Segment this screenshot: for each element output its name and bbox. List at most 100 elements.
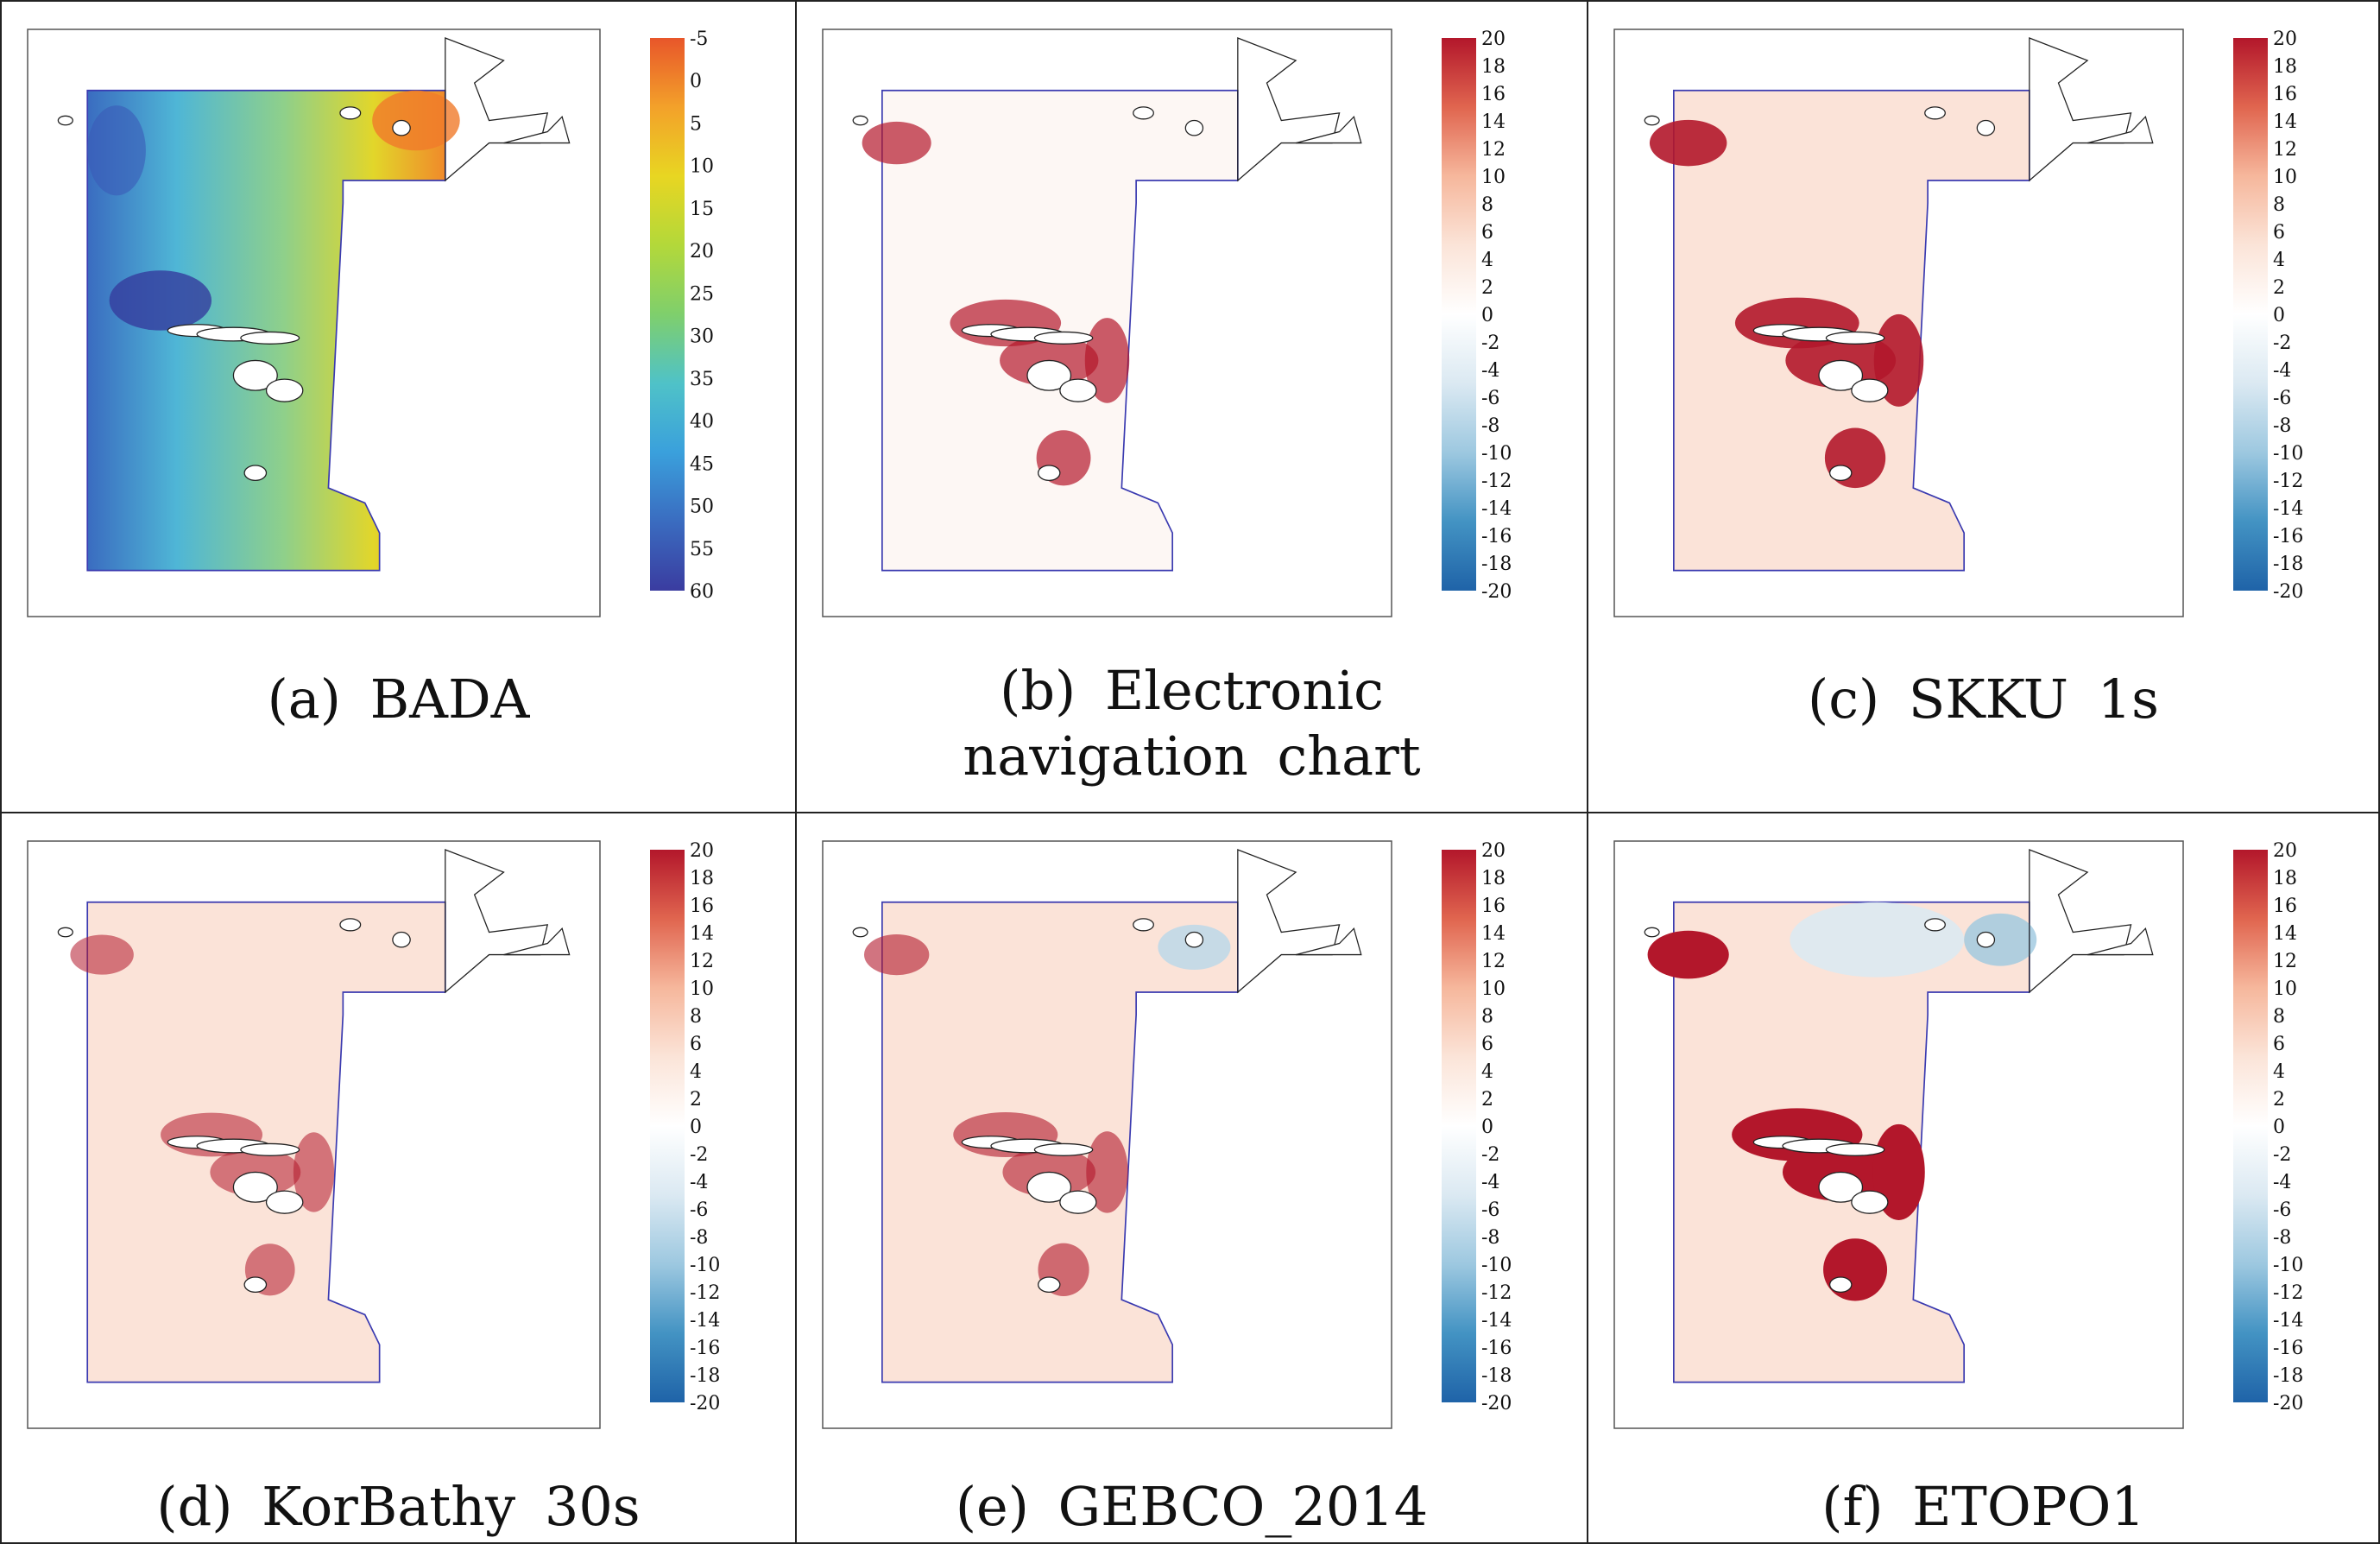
colorbar-tick: 8 xyxy=(2273,1006,2285,1028)
panel-caption: (d) KorBathy 30s xyxy=(156,1475,641,1538)
colorbar-tick: -14 xyxy=(1481,1310,1512,1332)
colorbar-tick: -20 xyxy=(1481,581,1512,603)
colorbar-tick: -12 xyxy=(690,1282,720,1304)
colorbar-tick: 10 xyxy=(2273,167,2297,188)
colorbar-tick: -8 xyxy=(690,1227,708,1249)
colorbar-tick: 12 xyxy=(2273,139,2297,161)
colorbar-tick: 0 xyxy=(1481,305,1493,326)
colorbar-tick: -2 xyxy=(1481,332,1499,354)
colorbar-tick: 8 xyxy=(1481,1006,1493,1028)
colorbar-tick: -18 xyxy=(690,1365,720,1387)
panel-a: -5 0 5 10 15 20 25 30 35 40 45 50 55 60 (a) BADA xyxy=(0,0,797,813)
colorbar-tick: 2 xyxy=(2273,277,2285,299)
colorbar-tick: 6 xyxy=(1481,1034,1493,1055)
colorbar-tick: -20 xyxy=(1481,1393,1512,1414)
colorbar-tick: 10 xyxy=(690,156,714,178)
colorbar-tick: -20 xyxy=(2273,1393,2303,1414)
coastline xyxy=(2029,37,2132,182)
colorbar-tick: -6 xyxy=(1481,388,1499,409)
colorbar-tick: 12 xyxy=(1481,139,1506,161)
colorbar-tick: -12 xyxy=(2273,471,2303,492)
colorbar-tick: 20 xyxy=(1481,840,1506,862)
panel-caption: (a) BADA xyxy=(267,668,530,731)
colorbar-tick: -8 xyxy=(1481,1227,1499,1249)
colorbar-tick: 20 xyxy=(1481,28,1506,50)
colorbar-tick: -8 xyxy=(2273,1227,2291,1249)
colorbar-tick: -2 xyxy=(1481,1144,1499,1166)
colorbar-tick: 20 xyxy=(2273,28,2297,50)
panel-caption: (e) GEBCO_2014 xyxy=(955,1475,1429,1538)
colorbar-tick: 10 xyxy=(2273,978,2297,1000)
colorbar-tick: -10 xyxy=(2273,443,2303,465)
colorbar-tick: 0 xyxy=(690,1117,702,1138)
colorbar-tick: -14 xyxy=(1481,498,1512,520)
colorbar-tick: -16 xyxy=(1481,1338,1512,1359)
colorbar-tick: 20 xyxy=(690,241,714,263)
colorbar-tick: -20 xyxy=(690,1393,720,1414)
colorbar xyxy=(2233,38,2268,591)
colorbar-tick: 6 xyxy=(2273,1034,2285,1055)
colorbar-tick: 14 xyxy=(1481,111,1506,133)
colorbar-tick: 16 xyxy=(1481,895,1506,917)
colorbar-tick: -12 xyxy=(1481,471,1512,492)
colorbar-tick: 0 xyxy=(2273,1117,2285,1138)
colorbar-tick: 10 xyxy=(1481,167,1506,188)
colorbar-tick: 18 xyxy=(690,868,714,889)
colorbar-tick: 4 xyxy=(1481,1061,1493,1083)
panel-caption: (f) ETOPO1 xyxy=(1821,1475,2145,1538)
colorbar-tick: 6 xyxy=(690,1034,702,1055)
colorbar-tick: -16 xyxy=(690,1338,720,1359)
colorbar-tick: -14 xyxy=(2273,1310,2303,1332)
colorbar-tick: -10 xyxy=(2273,1255,2303,1276)
colorbar xyxy=(1442,850,1476,1402)
colorbar-tick: -2 xyxy=(690,1144,708,1166)
colorbar xyxy=(1442,38,1476,591)
colorbar-tick: 4 xyxy=(1481,250,1493,271)
colorbar-tick: -4 xyxy=(2273,360,2291,382)
coastline xyxy=(1237,849,1341,994)
colorbar-tick: 12 xyxy=(690,951,714,972)
coastline xyxy=(1237,37,1341,182)
colorbar-tick: -8 xyxy=(1481,415,1499,437)
colorbar-tick: -2 xyxy=(2273,1144,2291,1166)
panel-e: 20 18 16 14 12 10 8 6 4 2 0 -2 -4 -6 -8 -10 -12 -14 -16 -18… xyxy=(795,812,1588,1544)
map-b: 20181614121086420-2-4-6-8-10-12-14-16-18… xyxy=(822,28,1512,617)
coastline xyxy=(445,849,549,994)
panel-caption: (b) Electronic navigation chart xyxy=(963,659,1421,788)
colorbar-tick: 14 xyxy=(2273,923,2297,945)
panel-b: 20 18 16 14 12 10 8 6 4 2 0 -2 -4 -6 -8 -10 -12 -14 -16 -18… xyxy=(795,0,1588,813)
colorbar-tick: 50 xyxy=(690,497,714,518)
colorbar-tick: -2 xyxy=(2273,332,2291,354)
colorbar-tick: -5 xyxy=(690,28,708,50)
colorbar-tick: 8 xyxy=(690,1006,702,1028)
colorbar-tick: 14 xyxy=(1481,923,1506,945)
colorbar-tick: -6 xyxy=(2273,1199,2291,1221)
colorbar-tick: -4 xyxy=(2273,1172,2291,1193)
map-d: 20181614121086420-2-4-6-8-10-12-14-16-18… xyxy=(27,840,720,1429)
panel-d: 20 18 16 14 12 10 8 6 4 2 0 -2 -4 -6 -8 -10 -12 -14 -16 -18… xyxy=(0,812,797,1544)
colorbar-tick: 2 xyxy=(2273,1089,2285,1111)
colorbar-tick: 10 xyxy=(1481,978,1506,1000)
colorbar-tick: 18 xyxy=(2273,56,2297,78)
colorbar-tick: 2 xyxy=(1481,1089,1493,1111)
colorbar-tick: -18 xyxy=(1481,1365,1512,1387)
colorbar-tick: -12 xyxy=(2273,1282,2303,1304)
colorbar-tick: 12 xyxy=(1481,951,1506,972)
colorbar-tick: -10 xyxy=(1481,443,1512,465)
colorbar-tick: 45 xyxy=(690,453,714,475)
colorbar-tick: 55 xyxy=(690,539,714,560)
colorbar-tick: 0 xyxy=(2273,305,2285,326)
colorbar-tick: 30 xyxy=(690,326,714,348)
colorbar-tick: -18 xyxy=(2273,1365,2303,1387)
colorbar-tick: 0 xyxy=(1481,1117,1493,1138)
colorbar-tick: 16 xyxy=(1481,84,1506,105)
colorbar-tick: 2 xyxy=(690,1089,702,1111)
colorbar-tick: -16 xyxy=(2273,526,2303,547)
colorbar-tick: 2 xyxy=(1481,277,1493,299)
colorbar-tick: 6 xyxy=(2273,222,2285,244)
colorbar-tick: -6 xyxy=(2273,388,2291,409)
colorbar-tick: -14 xyxy=(690,1310,720,1332)
colorbar xyxy=(650,850,685,1402)
colorbar-tick: 16 xyxy=(690,895,714,917)
